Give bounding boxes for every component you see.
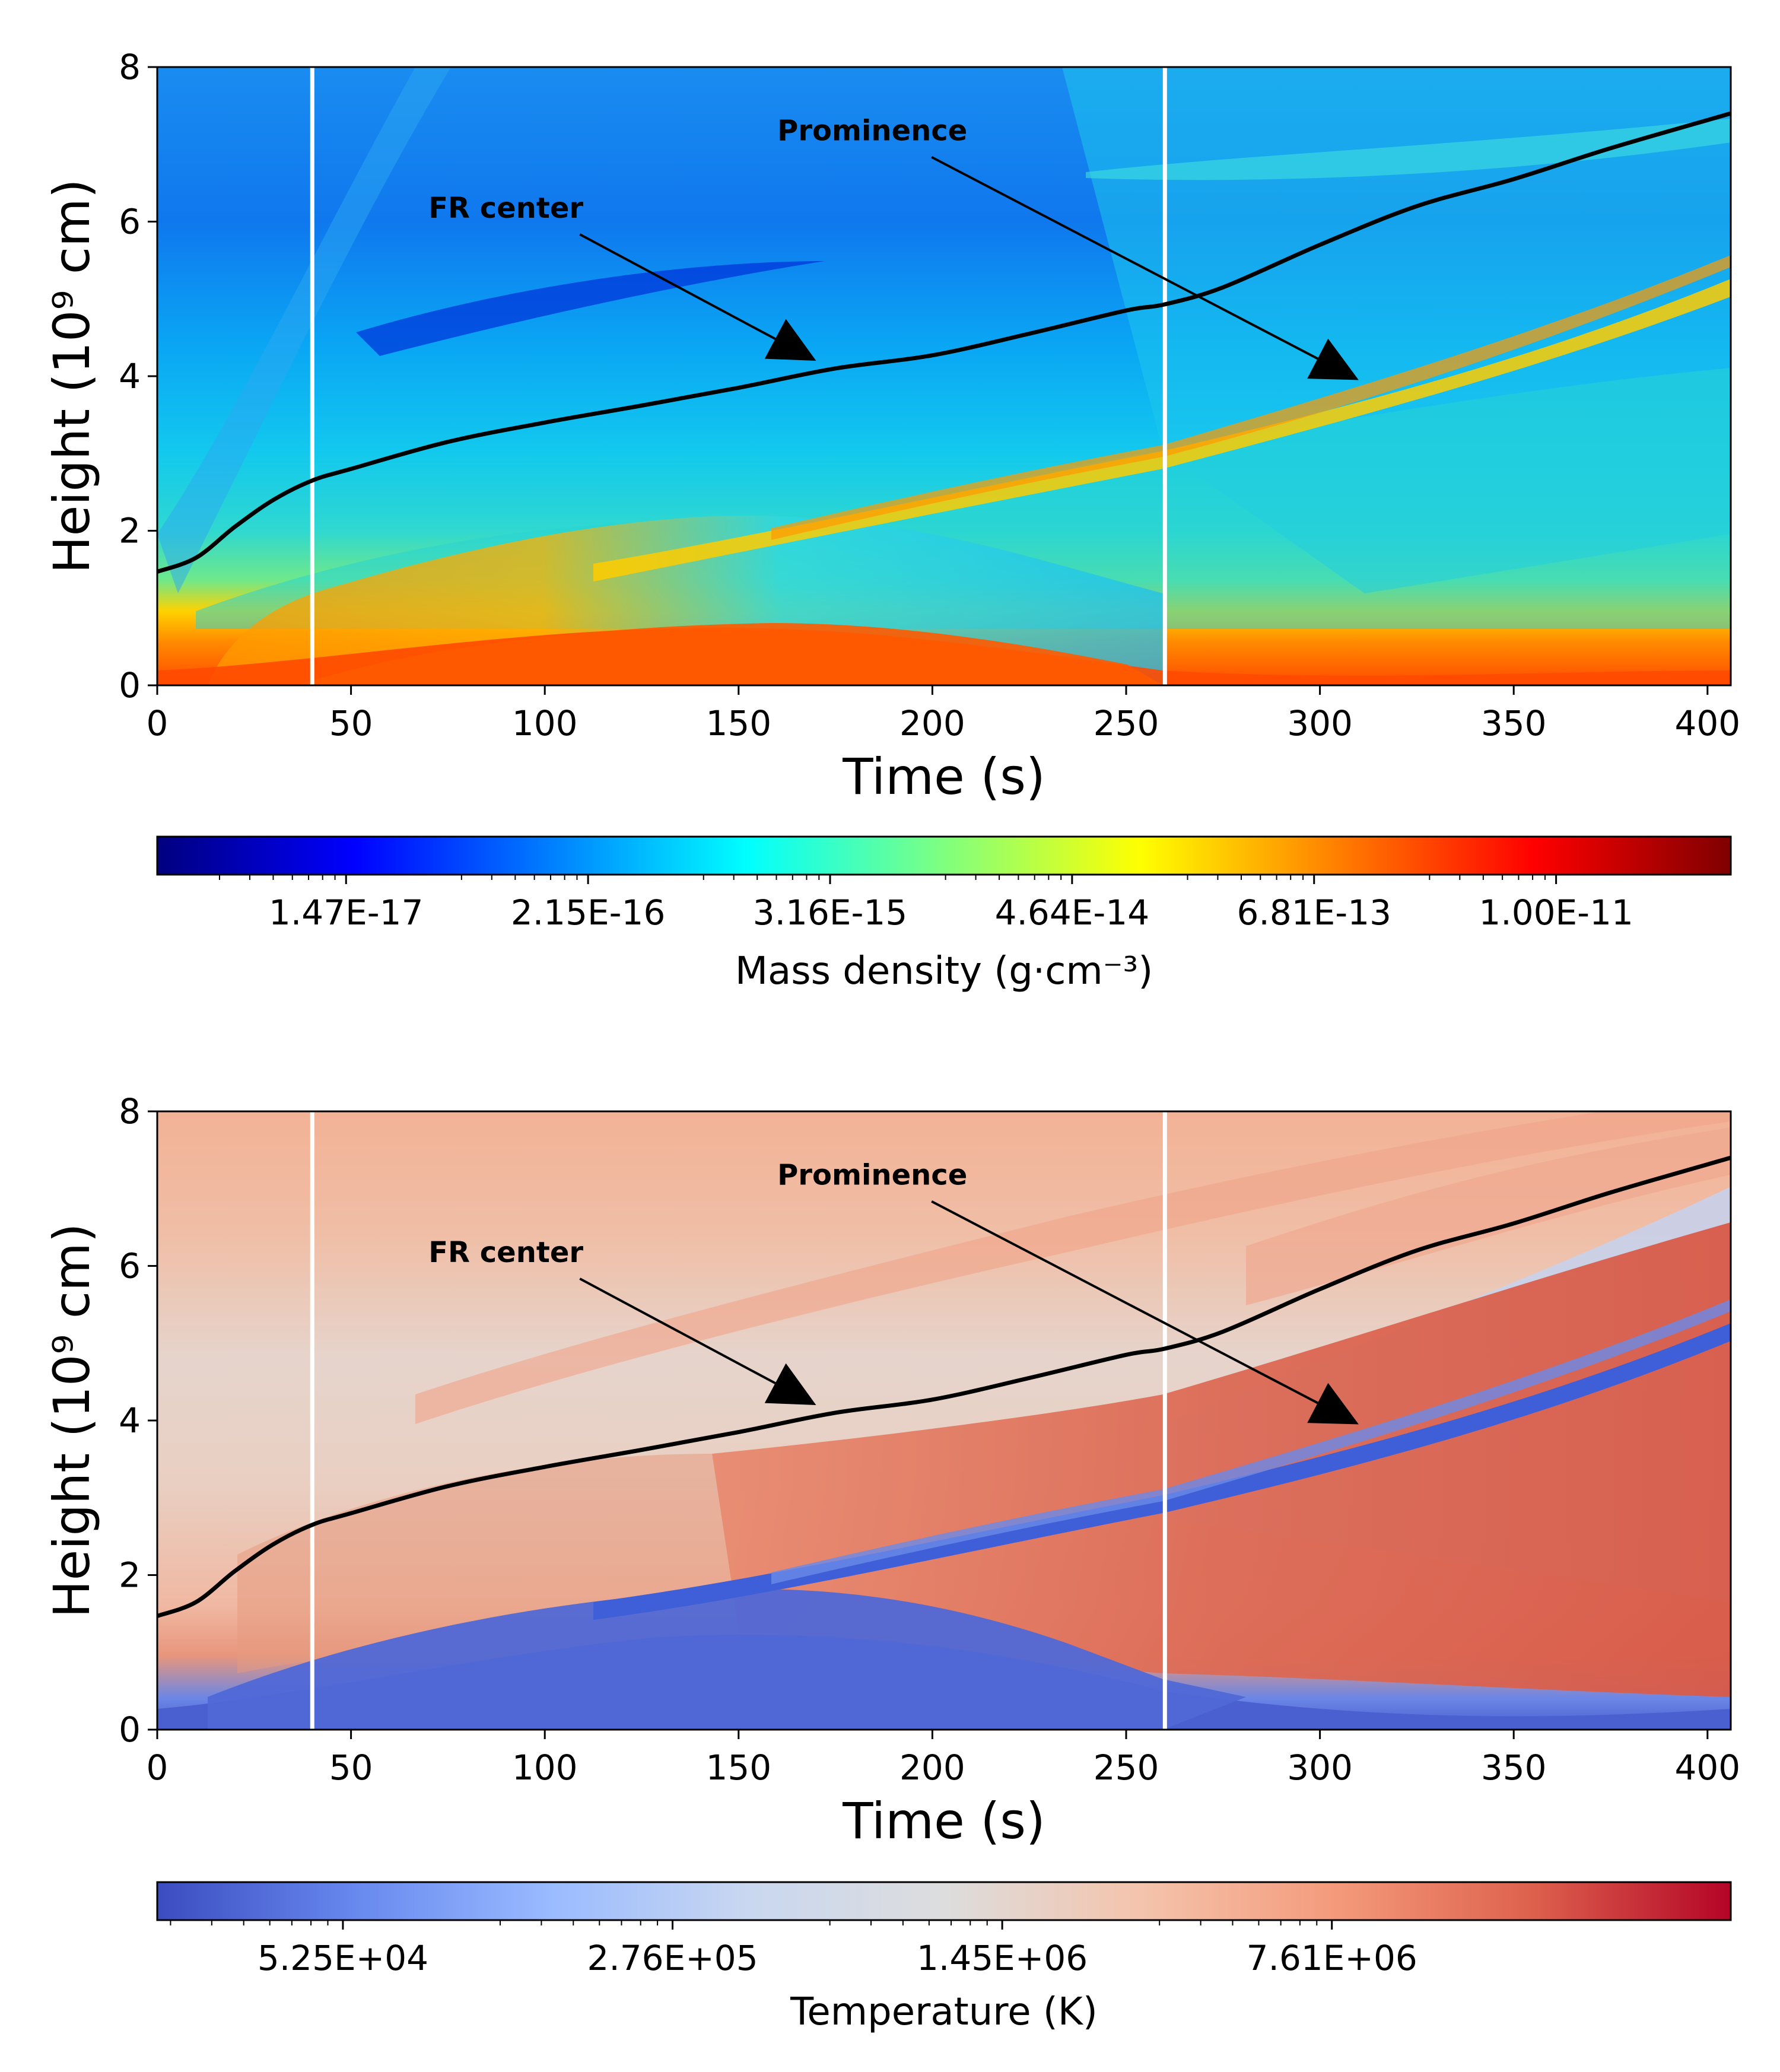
y-tick-label: 0 xyxy=(119,1709,141,1750)
x-tick-label: 50 xyxy=(329,1747,373,1788)
colorbar-label: Temperature (K) xyxy=(790,1990,1098,2034)
annotations: FR center Prominence xyxy=(428,115,1359,380)
colorbar-tick-label: 7.61E+06 xyxy=(1247,1938,1417,1978)
x-axis-label: Time (s) xyxy=(842,1792,1045,1850)
density-colorbar xyxy=(156,835,1732,876)
annotation-arrow-line xyxy=(579,1277,776,1384)
annotation-label: Prominence xyxy=(777,115,967,148)
colorbar-tick-label: 6.81E-13 xyxy=(1237,892,1391,933)
colorbar-tick-label: 1.00E-11 xyxy=(1479,892,1633,933)
x-tick-label: 0 xyxy=(147,703,169,743)
fr-center-curve xyxy=(156,1155,1731,1618)
colorbar-tick-label: 2.15E-16 xyxy=(511,892,666,933)
x-tick-label: 200 xyxy=(899,1747,965,1788)
fr-center-curve xyxy=(156,111,1731,574)
annotation-label: Prominence xyxy=(777,1159,967,1192)
x-tick-label: 250 xyxy=(1094,703,1159,743)
annotations: FR center Prominence xyxy=(428,1159,1359,1425)
x-tick-label: 100 xyxy=(512,703,578,743)
vertical-lines xyxy=(310,1111,1167,1730)
x-tick-label: 400 xyxy=(1674,703,1740,743)
x-tick-label: 0 xyxy=(147,1747,169,1788)
y-tick-label: 4 xyxy=(119,356,141,396)
annotation-arrow-line xyxy=(579,233,776,340)
annotation-label: FR center xyxy=(428,1236,583,1269)
x-axis-label: Time (s) xyxy=(842,748,1045,806)
temperature-panel: FR center Prominence 0 50 100 150 200 250 300 35… xyxy=(43,1091,1740,2034)
x-tick-label: 350 xyxy=(1481,703,1547,743)
density-panel: FR center Prominence 0 50 100 150 200 250 300 35… xyxy=(43,47,1740,993)
annotation-arrow-line xyxy=(931,155,1318,360)
colorbar-tick-label: 1.45E+06 xyxy=(917,1938,1088,1978)
x-tick-label: 300 xyxy=(1287,703,1353,743)
colorbar-tick-label: 2.76E+05 xyxy=(587,1938,758,1978)
x-tick-label: 400 xyxy=(1674,1747,1740,1788)
y-tick-label: 4 xyxy=(119,1400,141,1441)
y-axis-label: Height (10⁹ cm) xyxy=(43,179,101,573)
annotation-arrow-line xyxy=(931,1200,1318,1404)
x-tick-label: 150 xyxy=(705,703,771,743)
y-tick-label: 8 xyxy=(119,47,141,87)
vertical-lines xyxy=(310,67,1167,685)
x-tick-label: 200 xyxy=(899,703,965,743)
y-tick-label: 8 xyxy=(119,1091,141,1132)
y-ticks: 0 2 4 6 8 xyxy=(119,47,157,706)
x-tick-label: 150 xyxy=(705,1747,771,1788)
temperature-heatmap xyxy=(157,1111,1731,1730)
colorbar-tick-label: 4.64E-14 xyxy=(995,892,1150,933)
annotation-arrow-head xyxy=(1307,1383,1359,1425)
colorbar-label: Mass density (g·cm⁻³) xyxy=(735,949,1153,993)
x-tick-label: 100 xyxy=(512,1747,578,1788)
colorbar-tick-label: 3.16E-15 xyxy=(753,892,908,933)
y-tick-label: 6 xyxy=(119,1246,141,1286)
y-ticks: 0 2 4 6 8 xyxy=(119,1091,157,1750)
y-tick-label: 2 xyxy=(119,1555,141,1596)
colorbar-ticks: 1.47E-17 2.15E-16 3.16E-15 4.64E-14 6.81E-13… xyxy=(218,875,1633,933)
annotation-arrow-head xyxy=(764,319,816,361)
y-tick-label: 0 xyxy=(119,665,141,706)
annotation-label: FR center xyxy=(428,192,583,225)
x-tick-label: 50 xyxy=(329,703,373,743)
y-tick-label: 2 xyxy=(119,511,141,551)
annotation-arrow-head xyxy=(1307,338,1359,380)
annotation-arrow-head xyxy=(764,1363,816,1405)
colorbar-tick-label: 1.47E-17 xyxy=(269,892,424,933)
x-tick-label: 250 xyxy=(1094,1747,1159,1788)
x-ticks: 0 50 100 150 200 250 300 350 400 xyxy=(147,685,1740,743)
x-ticks: 0 50 100 150 200 250 300 350 400 xyxy=(147,1730,1740,1788)
x-tick-label: 350 xyxy=(1481,1747,1547,1788)
x-tick-label: 300 xyxy=(1287,1747,1353,1788)
temperature-colorbar xyxy=(156,1881,1732,1921)
colorbar-tick-label: 5.25E+04 xyxy=(258,1938,428,1978)
y-axis-label: Height (10⁹ cm) xyxy=(43,1223,101,1617)
y-tick-label: 6 xyxy=(119,202,141,242)
density-heatmap xyxy=(157,67,1731,685)
colorbar-ticks: 5.25E+04 2.76E+05 1.45E+06 7.61E+06 xyxy=(170,1920,1417,1978)
